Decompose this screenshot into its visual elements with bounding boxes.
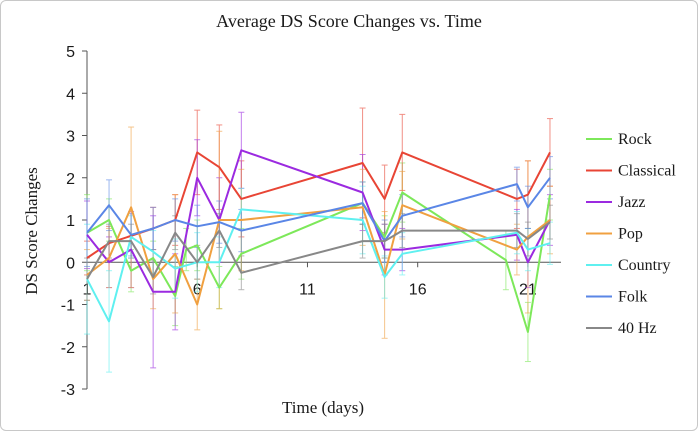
series-line-classical bbox=[86, 151, 551, 259]
y-tick-label: 1 bbox=[66, 213, 75, 230]
series-lines bbox=[86, 149, 551, 333]
y-tick-label: 4 bbox=[66, 86, 75, 103]
x-axis-label: Time (days) bbox=[282, 398, 364, 417]
series-line-folk bbox=[86, 177, 551, 243]
legend-label: Classical bbox=[618, 163, 676, 180]
legend-label: Pop bbox=[618, 226, 643, 243]
legend-item-jazz: Jazz bbox=[586, 194, 646, 211]
y-tick-label: 2 bbox=[66, 171, 75, 188]
legend-item-pop: Pop bbox=[586, 226, 643, 243]
legend-label: Country bbox=[618, 257, 670, 274]
legend-item-folk: Folk bbox=[586, 289, 647, 306]
series-line-40-hz bbox=[86, 221, 551, 280]
legend: Rock Classical Jazz Pop Country Folk 40 Hz bbox=[586, 131, 676, 337]
y-tick-label: 0 bbox=[66, 255, 75, 272]
x-tick-label: 11 bbox=[299, 281, 316, 298]
series-line-pop bbox=[86, 204, 551, 306]
chart-title: Average DS Score Changes vs. Time bbox=[216, 11, 482, 31]
y-tick-label: 3 bbox=[66, 129, 75, 146]
legend-item-40-hz: 40 Hz bbox=[586, 320, 657, 337]
legend-label: 40 Hz bbox=[618, 320, 657, 337]
error-bar bbox=[546, 156, 553, 200]
series-line-jazz bbox=[86, 149, 551, 293]
legend-label: Rock bbox=[618, 131, 652, 148]
legend-label: Folk bbox=[618, 289, 647, 306]
y-tick-label: -2 bbox=[61, 340, 75, 357]
x-tick-label: 16 bbox=[409, 281, 427, 298]
legend-item-rock: Rock bbox=[586, 131, 652, 148]
y-axis-label: DS Score Changes bbox=[22, 167, 41, 294]
legend-item-classical: Classical bbox=[586, 163, 676, 180]
y-tick-label: -3 bbox=[61, 382, 75, 399]
y-tick-label: -1 bbox=[61, 298, 75, 315]
legend-label: Jazz bbox=[618, 194, 646, 211]
legend-item-country: Country bbox=[586, 257, 670, 274]
series-line-rock bbox=[86, 191, 551, 333]
series-line-country bbox=[86, 208, 551, 323]
y-tick-label: 5 bbox=[66, 44, 75, 61]
